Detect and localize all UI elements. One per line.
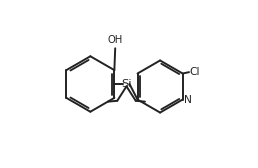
Text: N: N <box>184 95 192 105</box>
Text: Si: Si <box>121 79 132 89</box>
Text: OH: OH <box>108 35 123 45</box>
Text: Cl: Cl <box>190 67 200 77</box>
